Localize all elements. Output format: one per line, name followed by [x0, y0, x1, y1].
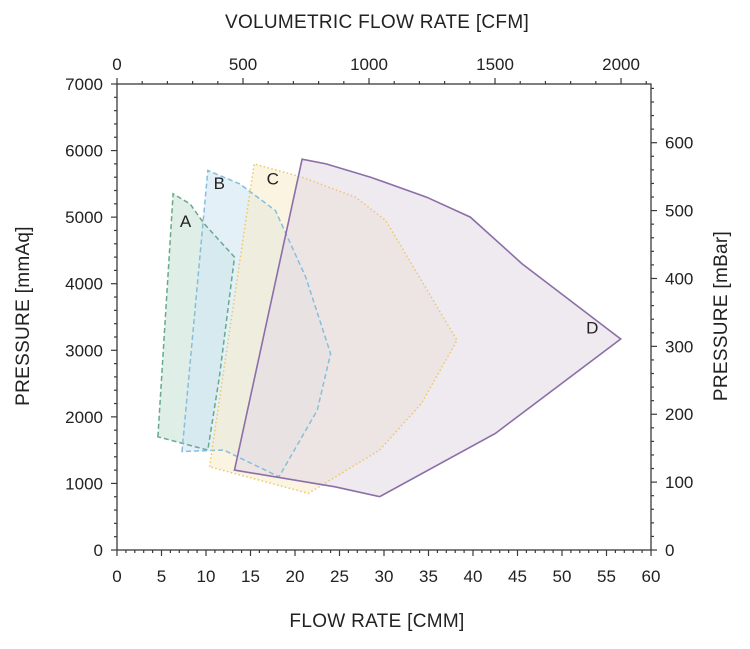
region-c-outline: [208, 162, 458, 495]
top-axis-title: VOLUMETRIC FLOW RATE [CFM]: [225, 12, 529, 33]
y-tick-label: 5000: [65, 208, 103, 227]
right-tick-label: 600: [665, 134, 693, 153]
x-tick-label: 50: [553, 567, 572, 586]
right-tick-label: 500: [665, 202, 693, 221]
region-label-b: B: [214, 174, 225, 193]
top-tick-label: 500: [229, 55, 257, 74]
x-tick-label: 25: [330, 567, 349, 586]
x-tick-label: 45: [508, 567, 527, 586]
y-tick-label: 7000: [65, 75, 103, 94]
y-tick-label: 6000: [65, 142, 103, 161]
right-tick-label: 200: [665, 405, 693, 424]
right-tick-label: 0: [665, 541, 674, 560]
x-tick-label: 40: [464, 567, 483, 586]
x-tick-label: 55: [597, 567, 616, 586]
x-tick-label: 20: [286, 567, 305, 586]
top-tick-label: 0: [112, 55, 121, 74]
x-tick-label: 10: [197, 567, 216, 586]
y-tick-label: 0: [94, 541, 103, 560]
region-d-outline: [233, 158, 623, 498]
region-label-a: A: [180, 212, 192, 231]
bottom-axis-title: FLOW RATE [CMM]: [289, 611, 464, 632]
right-tick-label: 300: [665, 337, 693, 356]
region-b-outline: [181, 169, 332, 478]
region-label-c: C: [267, 170, 279, 189]
y-tick-label: 1000: [65, 474, 103, 493]
y-tick-label: 2000: [65, 408, 103, 427]
left-axis-title: PRESSURE [mmAq]: [13, 226, 34, 406]
x-tick-label: 5: [157, 567, 166, 586]
top-tick-label: 2000: [602, 55, 640, 74]
x-tick-label: 35: [419, 567, 438, 586]
x-tick-label: 0: [112, 567, 121, 586]
x-tick-label: 30: [375, 567, 394, 586]
region-label-d: D: [586, 319, 598, 338]
top-tick-label: 1000: [350, 55, 388, 74]
axis-ticks: [111, 78, 657, 556]
axis-tick-labels: 0 5 10 15 20 25 30 35 40 45 50 55 600100020003000400…: [65, 55, 693, 586]
region-a-outline: [157, 192, 236, 452]
right-tick-label: 400: [665, 269, 693, 288]
plot-regions: A B C D: [157, 158, 623, 498]
y-tick-label: 4000: [65, 275, 103, 294]
region-d-fill: [234, 159, 621, 497]
y-tick-label: 3000: [65, 341, 103, 360]
top-tick-label: 1500: [476, 55, 514, 74]
right-tick-label: 100: [665, 473, 693, 492]
x-tick-label: 60: [642, 567, 661, 586]
x-tick-label: 15: [241, 567, 260, 586]
right-axis-title: PRESSURE [mBar]: [711, 231, 732, 401]
